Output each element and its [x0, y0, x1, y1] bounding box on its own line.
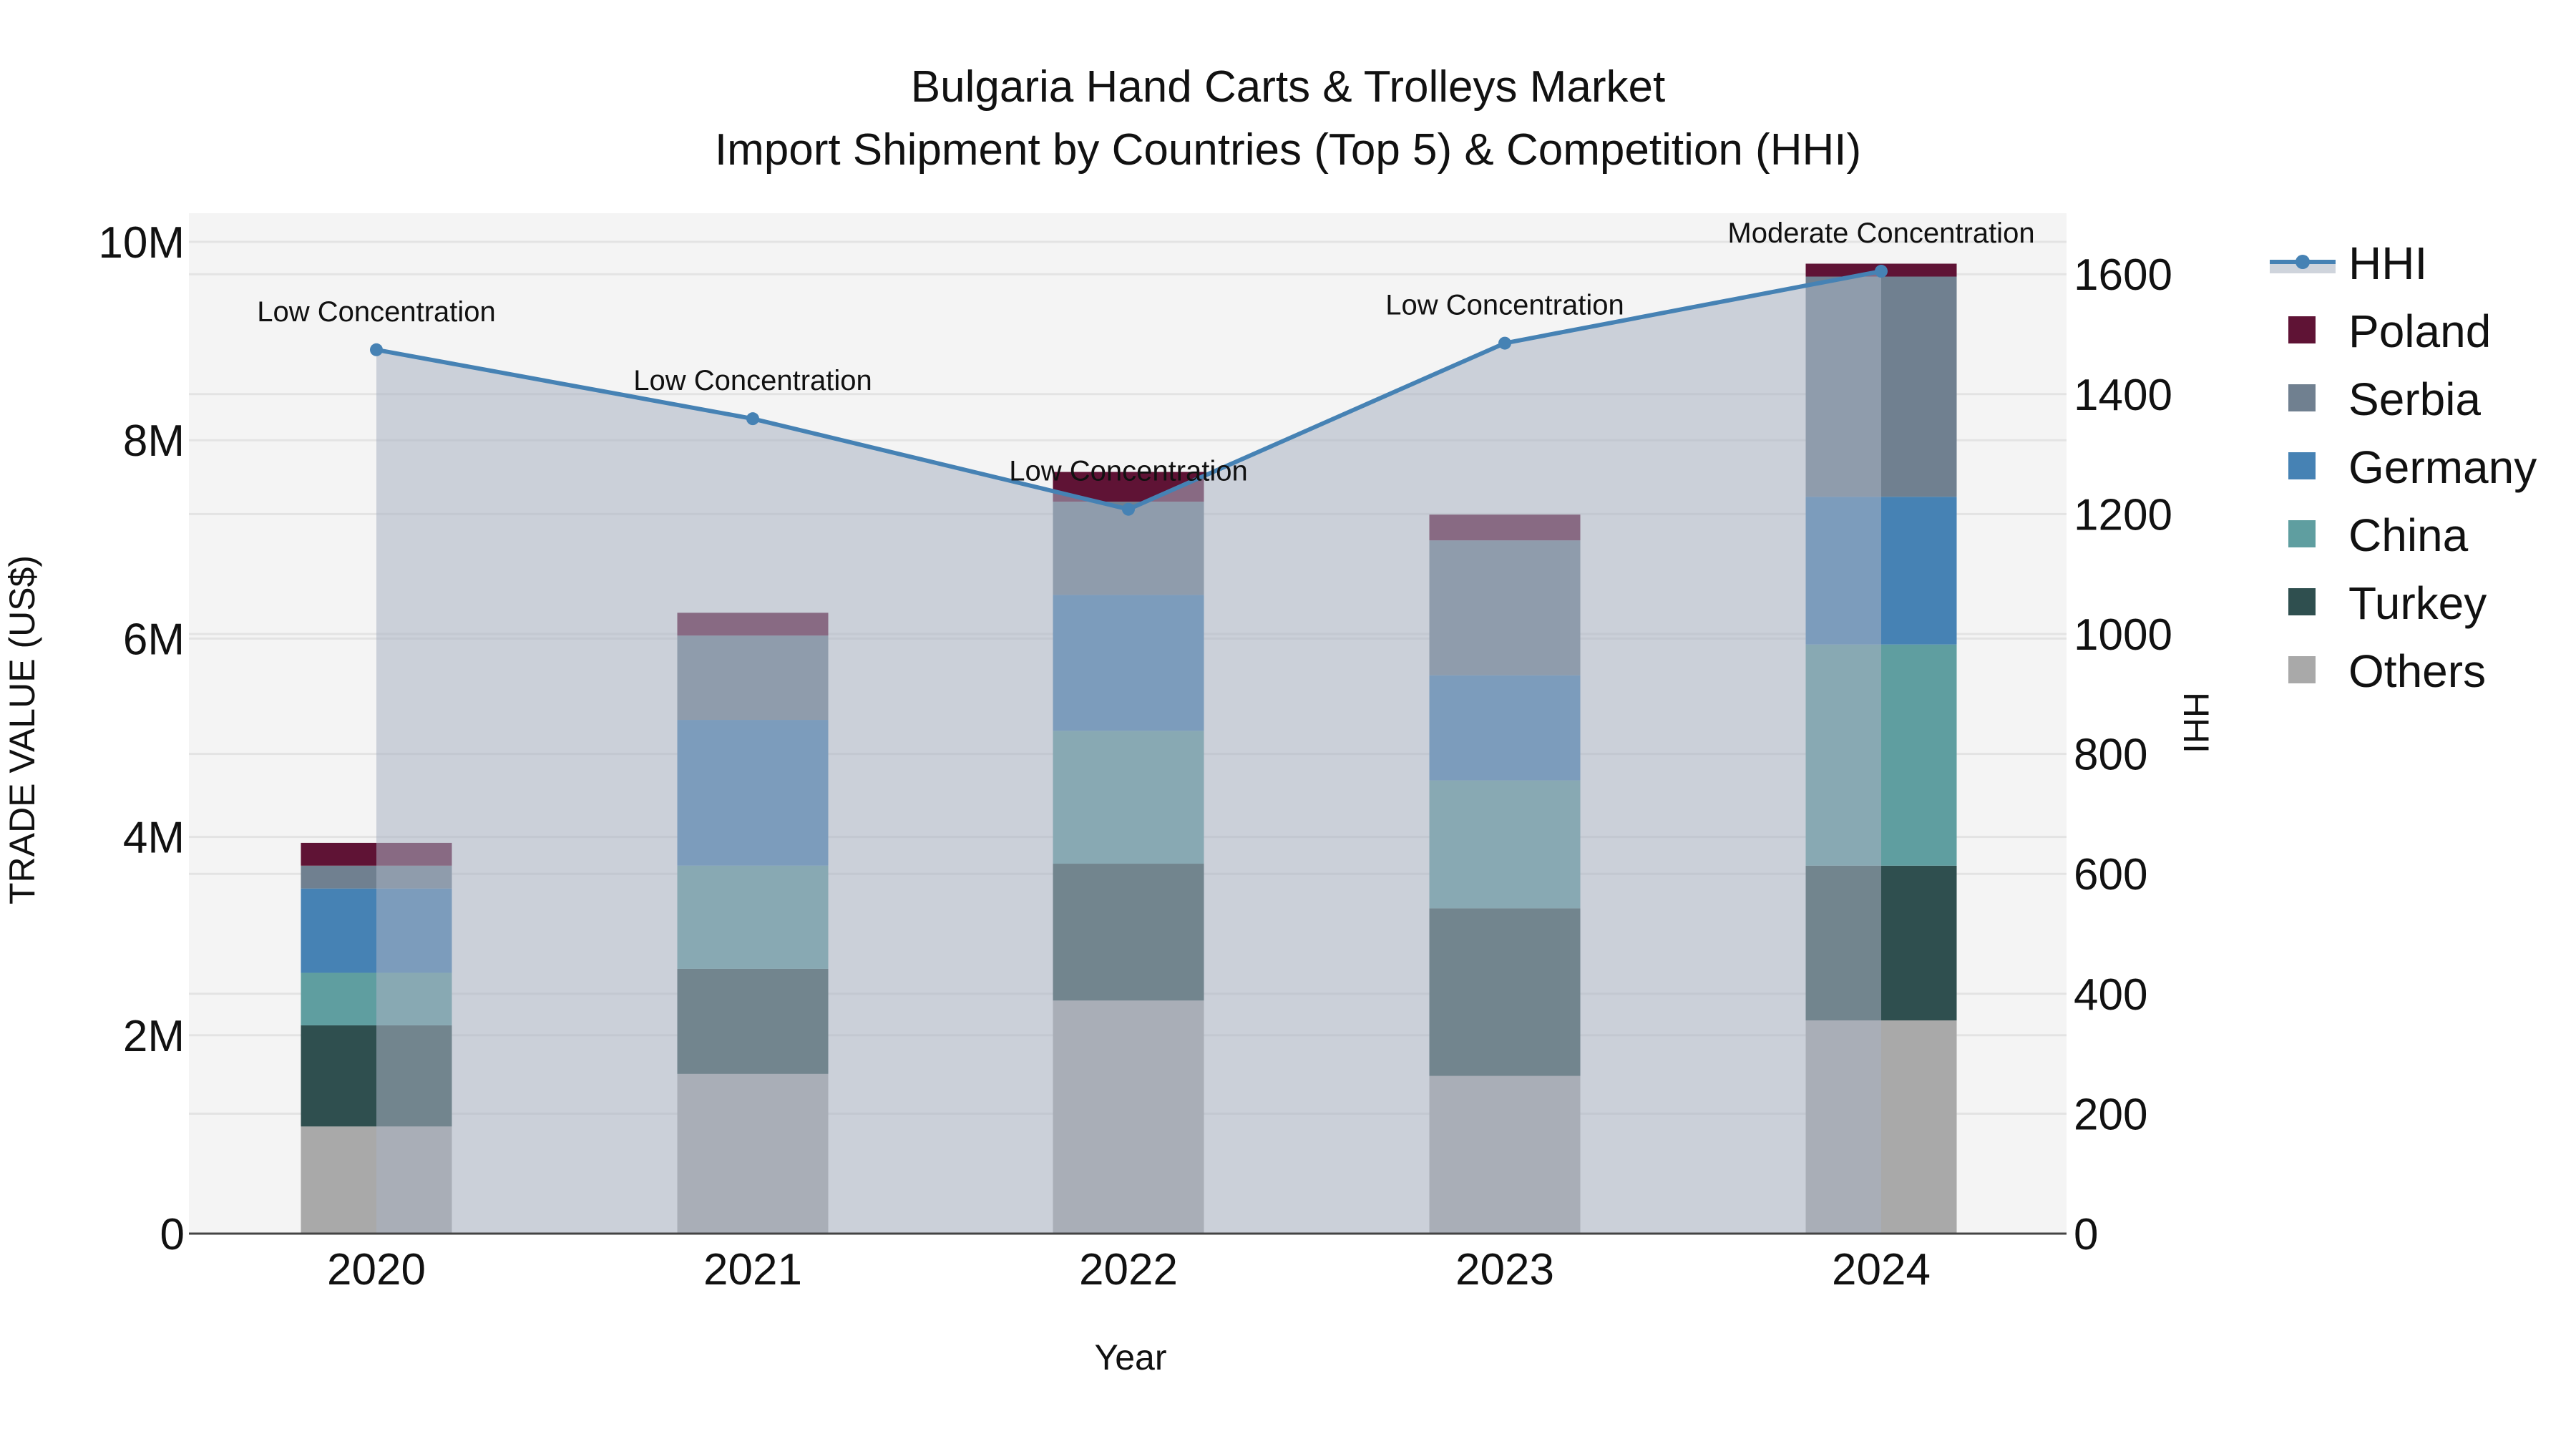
legend-item-poland[interactable]: Poland [2288, 306, 2491, 357]
y2-tick-label: 1200 [2074, 490, 2172, 540]
y-tick-label: 6M [123, 615, 185, 664]
legend-label: Poland [2348, 306, 2491, 357]
x-tick-label: 2022 [1079, 1245, 1178, 1294]
y2-tick-label: 1600 [2074, 250, 2172, 300]
legend-label: China [2348, 509, 2469, 561]
y2-axis-title: HHI [2176, 692, 2216, 753]
y-tick-label: 8M [123, 416, 185, 466]
legend-item-turkey[interactable]: Turkey [2288, 577, 2487, 629]
hhi-annotation: Low Concentration [1385, 290, 1624, 321]
x-axis-title: Year [1094, 1337, 1166, 1377]
legend-item-serbia[interactable]: Serbia [2288, 374, 2481, 425]
y2-tick-label: 1000 [2074, 610, 2172, 660]
hhi-annotation: Low Concentration [1009, 456, 1248, 487]
y2-tick-label: 400 [2074, 970, 2147, 1020]
hhi-line: Low Concentration Low Concentration Low Co… [257, 218, 2035, 1234]
hhi-marker [370, 343, 383, 356]
legend-label: HHI [2348, 238, 2427, 289]
y-axis-title: TRADE VALUE (US$) [2, 555, 42, 904]
y2-tick-label: 600 [2074, 850, 2147, 899]
legend-item-others[interactable]: Others [2288, 645, 2486, 697]
hhi-marker [1498, 336, 1511, 350]
legend-label: Serbia [2348, 374, 2481, 425]
y-right-ticks: 0 200 400 600 800 1000 1200 1400 1600 [2074, 250, 2172, 1259]
x-ticks: 2020 2021 2022 2023 2024 [327, 1245, 1931, 1294]
x-tick-label: 2021 [703, 1245, 802, 1294]
x-tick-label: 2023 [1455, 1245, 1554, 1294]
hhi-area [376, 271, 1881, 1234]
hhi-annotation: Low Concentration [633, 365, 872, 396]
y2-tick-label: 0 [2074, 1210, 2098, 1259]
legend-item-germany[interactable]: Germany [2288, 441, 2537, 493]
x-tick-label: 2020 [327, 1245, 426, 1294]
legend: HHI Poland Serbia Germany China Turkey Others [2270, 238, 2537, 697]
y2-tick-label: 200 [2074, 1090, 2147, 1139]
y-tick-label: 2M [123, 1012, 185, 1061]
hhi-marker [1875, 265, 1888, 278]
legend-item-hhi[interactable]: HHI [2270, 238, 2427, 289]
legend-label: Others [2348, 645, 2486, 697]
hhi-annotation: Low Concentration [257, 296, 496, 328]
y-tick-label: 10M [98, 218, 185, 268]
legend-label: Turkey [2348, 577, 2487, 629]
legend-label: Germany [2348, 441, 2537, 493]
y-tick-label: 4M [123, 814, 185, 863]
hhi-marker [746, 412, 759, 426]
chart-subtitle: Import Shipment by Countries (Top 5) & C… [715, 125, 1861, 175]
hhi-marker [1122, 502, 1135, 516]
y-left-ticks: 0 2M 4M 6M 8M 10M [98, 218, 185, 1259]
y2-tick-label: 800 [2074, 731, 2147, 780]
y-tick-label: 0 [160, 1210, 185, 1259]
x-tick-label: 2024 [1832, 1245, 1931, 1294]
legend-item-china[interactable]: China [2288, 509, 2469, 561]
chart-title: Bulgaria Hand Carts & Trolleys Market [911, 62, 1665, 112]
y2-tick-label: 1400 [2074, 371, 2172, 420]
hhi-annotation: Moderate Concentration [1727, 218, 2034, 249]
